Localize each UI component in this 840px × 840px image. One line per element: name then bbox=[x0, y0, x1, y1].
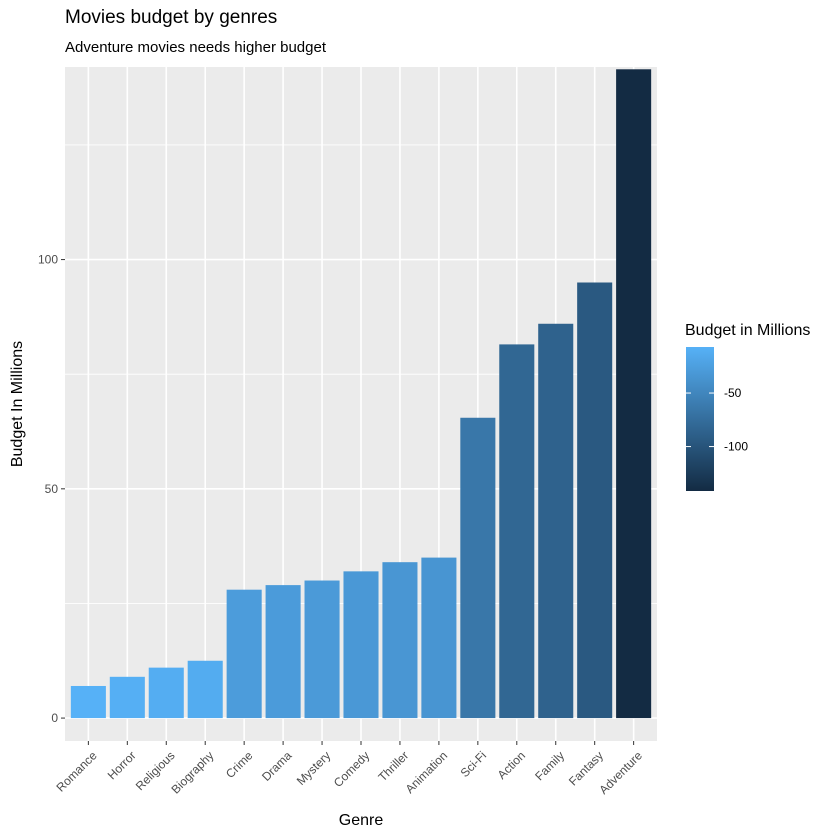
legend-label: -50 bbox=[724, 386, 742, 400]
y-tick-label: 100 bbox=[38, 253, 58, 267]
bar-animation bbox=[421, 557, 457, 719]
legend-colorbar bbox=[686, 347, 714, 491]
bar-drama bbox=[265, 585, 301, 719]
bar-fantasy bbox=[577, 282, 613, 719]
x-tick-label: Sci-Fi bbox=[458, 748, 490, 780]
legend: Budget in Millions -50 -100 bbox=[685, 322, 810, 491]
legend-label: -100 bbox=[724, 440, 748, 454]
x-tick-label: Action bbox=[495, 748, 528, 781]
x-tick-label: Drama bbox=[259, 748, 295, 784]
legend-title: Budget in Millions bbox=[685, 322, 810, 339]
bar-romance bbox=[70, 685, 106, 719]
bar-religious bbox=[148, 667, 184, 719]
bar-comedy bbox=[343, 571, 379, 719]
x-tick-label: Biography bbox=[168, 748, 216, 796]
bar-action bbox=[499, 344, 535, 719]
x-tick-label: Family bbox=[532, 748, 567, 783]
y-axis-title: Budget In Millions bbox=[9, 341, 26, 467]
chart-subtitle: Adventure movies needs higher budget bbox=[65, 39, 327, 56]
x-tick-label: Adventure bbox=[596, 748, 645, 797]
bar-sci-fi bbox=[460, 417, 496, 719]
bar-thriller bbox=[382, 562, 418, 719]
bar-mystery bbox=[304, 580, 340, 719]
x-tick-label: Comedy bbox=[331, 748, 372, 789]
x-tick-label: Crime bbox=[223, 748, 256, 781]
bar-family bbox=[538, 323, 574, 719]
bar-horror bbox=[109, 676, 145, 719]
bar-biography bbox=[187, 660, 223, 719]
y-tick-label: 0 bbox=[51, 711, 58, 725]
bar-adventure bbox=[616, 69, 652, 719]
x-tick-label: Horror bbox=[105, 748, 139, 782]
y-tick-label: 50 bbox=[45, 482, 59, 496]
chart-title: Movies budget by genres bbox=[65, 7, 278, 28]
bar-crime bbox=[226, 589, 262, 719]
x-tick-label: Animation bbox=[403, 748, 451, 796]
x-tick-label: Mystery bbox=[294, 748, 334, 788]
x-tick-label: Romance bbox=[53, 748, 99, 794]
x-tick-label: Thriller bbox=[375, 748, 411, 784]
x-axis-title: Genre bbox=[339, 812, 384, 829]
